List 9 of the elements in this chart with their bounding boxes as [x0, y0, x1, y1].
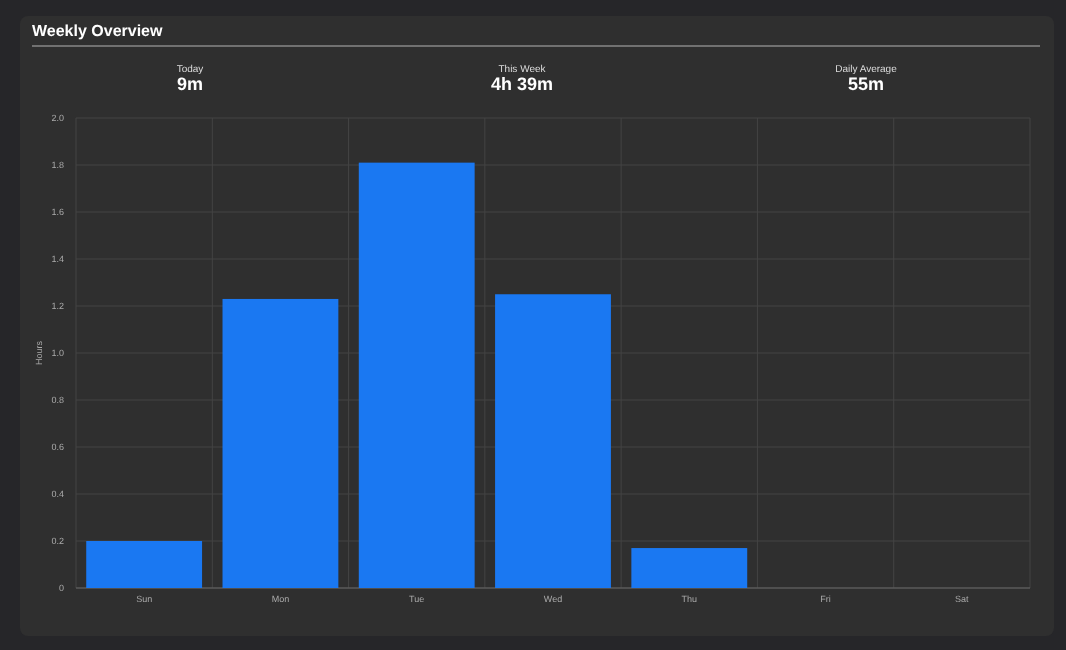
- text: 55m: [847, 74, 885, 94]
- bar: [222, 298, 339, 588]
- bar: [86, 541, 203, 588]
- chart-title: Weekly Overview: [32, 22, 165, 40]
- text: 4h 39m: [490, 74, 554, 94]
- bar: [358, 162, 475, 588]
- text: 9m: [176, 74, 204, 94]
- bar: [631, 548, 748, 588]
- bar: [495, 294, 611, 588]
